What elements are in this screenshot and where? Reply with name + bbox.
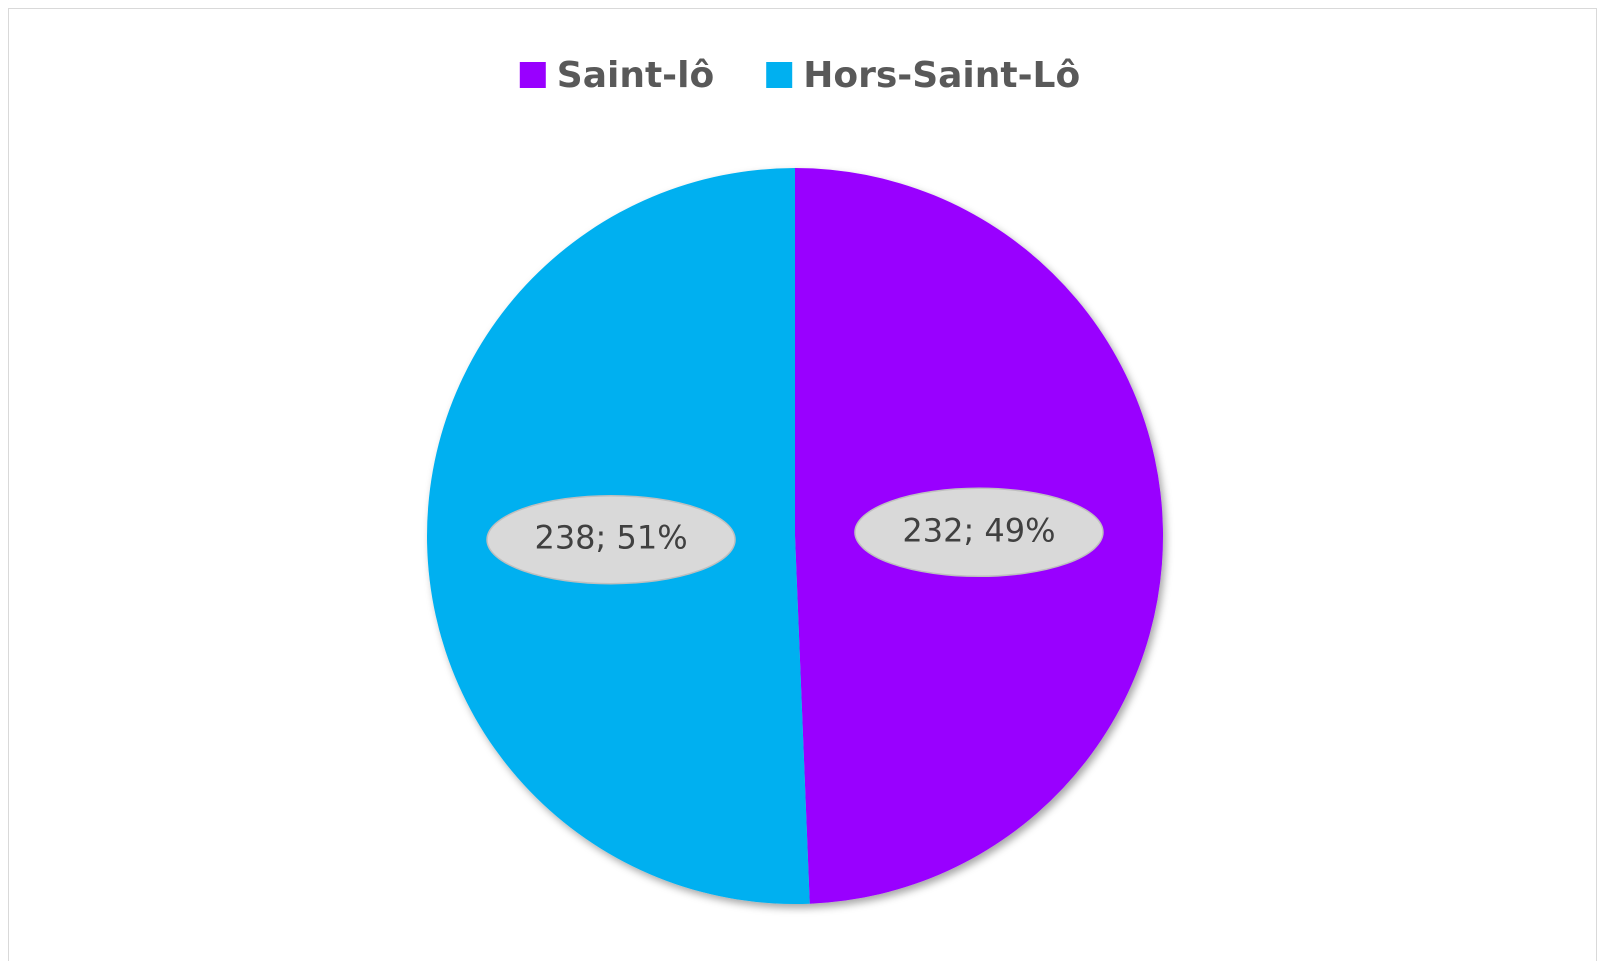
legend-label: Hors-Saint-Lô xyxy=(803,55,1080,96)
data-label: 232; 49% xyxy=(902,511,1055,549)
data-label: 238; 51% xyxy=(534,519,687,557)
legend-swatch xyxy=(519,62,546,88)
data-labels: 232; 49% 238; 51% xyxy=(486,487,1104,585)
legend: Saint-lô Hors-Saint-Lô xyxy=(519,55,1080,96)
legend-label: Saint-lô xyxy=(557,55,714,96)
label-bubble xyxy=(854,487,1104,578)
label-bubble xyxy=(486,494,736,585)
legend-swatch xyxy=(766,62,793,88)
